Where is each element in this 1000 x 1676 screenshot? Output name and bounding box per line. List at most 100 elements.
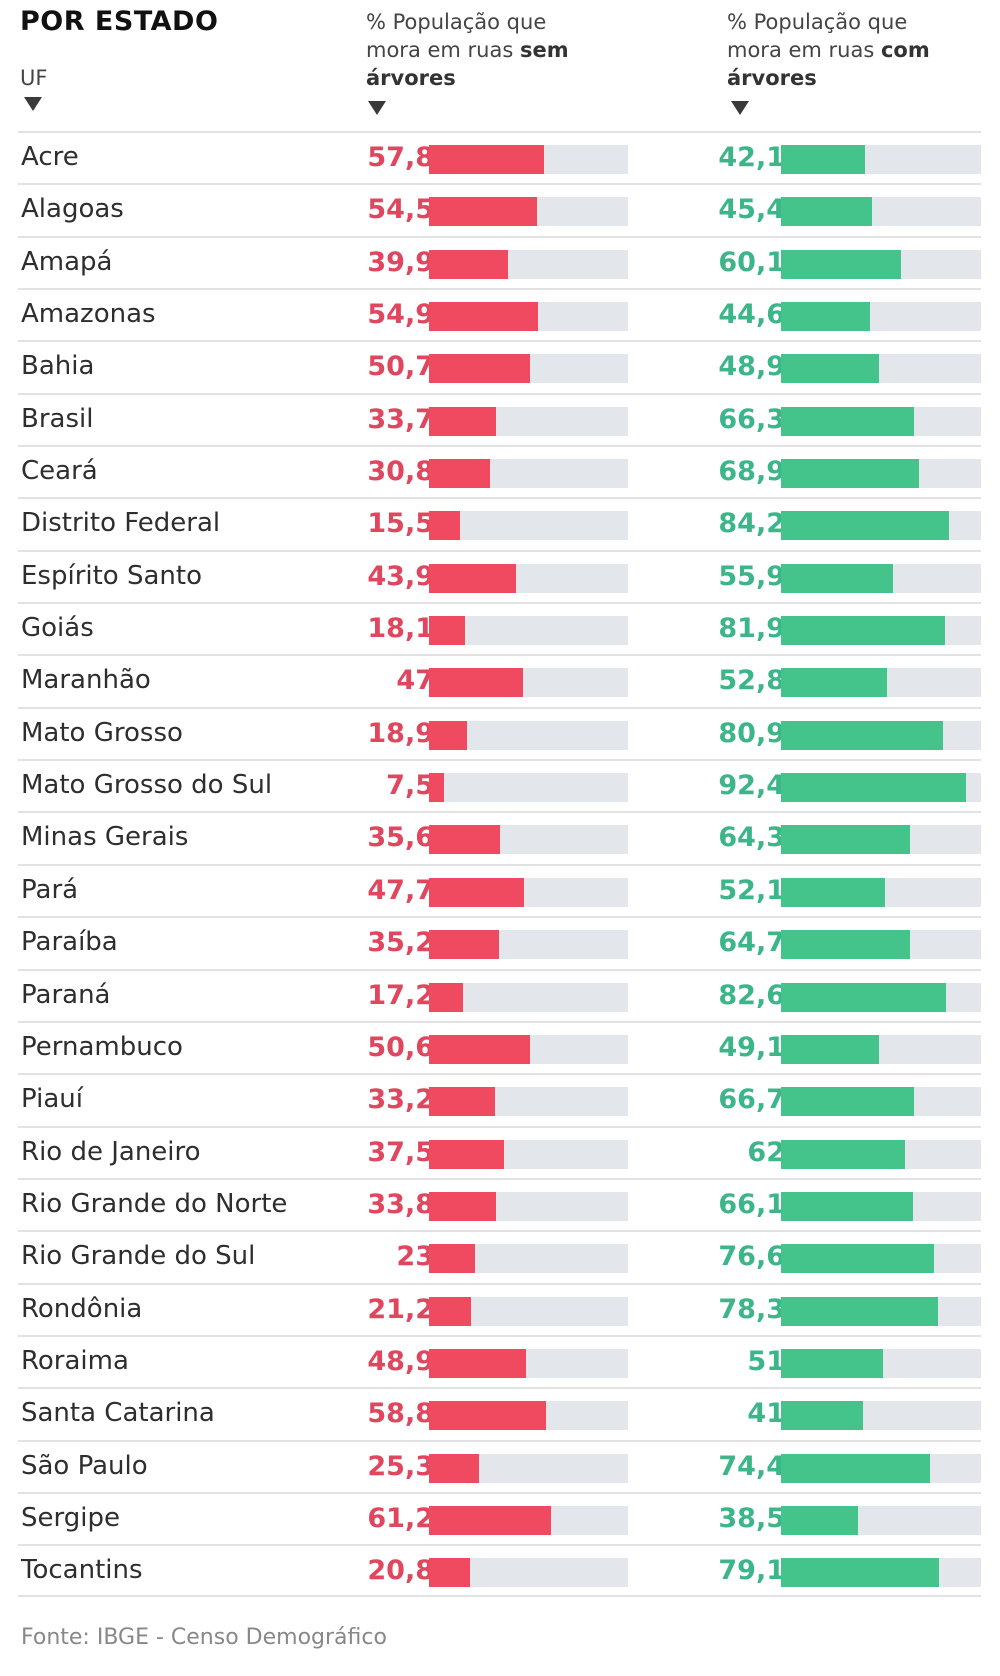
table-row: São Paulo 25,3 74,4	[18, 1439, 981, 1492]
sem-header-line2: mora em ruas	[366, 38, 520, 62]
sem-arvores-bar	[429, 511, 460, 541]
sem-arvores-bar-track	[429, 1296, 628, 1326]
sem-arvores-value-label: 61,2	[367, 1502, 434, 1534]
sem-arvores-bar	[429, 930, 500, 960]
table-row: Rio Grande do Sul 23 76,6	[18, 1230, 981, 1282]
state-name: Rondônia	[21, 1293, 143, 1324]
sem-arvores-bar-track	[429, 1191, 628, 1221]
com-arvores-bar	[781, 406, 914, 436]
com-arvores-bar	[781, 563, 893, 593]
com-arvores-bar-track	[781, 1244, 981, 1274]
sem-arvores-bar-track	[429, 197, 628, 227]
sem-arvores-bar-track	[429, 1348, 628, 1378]
com-arvores-value-label: 60,1	[718, 246, 785, 278]
sem-arvores-bar	[429, 302, 539, 332]
sem-arvores-value-label: 21,2	[367, 1293, 434, 1325]
sem-arvores-value-label: 58,8	[367, 1398, 434, 1430]
state-name: Rio de Janeiro	[21, 1136, 201, 1167]
com-arvores-value-label: 64,7	[718, 927, 785, 959]
com-arvores-bar-track	[781, 1034, 981, 1064]
table-row: Goiás 18,1 81,9	[18, 602, 981, 654]
sem-arvores-bar-track	[429, 930, 628, 960]
com-arvores-value-label: 84,2	[718, 508, 785, 540]
state-name: Acre	[21, 142, 79, 172]
com-arvores-bar-track	[781, 1139, 981, 1169]
sem-arvores-value-label: 39,9	[367, 246, 434, 278]
com-arvores-bar-track	[781, 773, 981, 803]
sem-arvores-value-label: 35,6	[367, 822, 434, 854]
state-name: Distrito Federal	[21, 508, 221, 539]
sem-arvores-value-label: 35,2	[367, 927, 434, 959]
com-arvores-bar	[781, 249, 902, 279]
table-row: Rio Grande do Norte 33,8 66,1	[18, 1177, 981, 1230]
table-row: Mato Grosso do Sul 7,5 92,4	[18, 759, 981, 811]
sem-arvores-value-label: 47,7	[367, 874, 434, 906]
com-arvores-value-label: 79,1	[718, 1555, 785, 1587]
table-row: Rondônia 21,2 78,3	[18, 1282, 981, 1335]
com-arvores-value-label: 44,6	[718, 299, 785, 331]
sem-arvores-value-label: 23	[396, 1241, 434, 1273]
com-arvores-value-label: 76,6	[718, 1241, 785, 1273]
state-name: Bahia	[21, 351, 95, 382]
com-arvores-value-label: 81,9	[718, 613, 785, 645]
com-header-line2: mora em ruas	[727, 38, 881, 62]
com-arvores-value-label: 92,4	[718, 770, 785, 802]
data-table: Acre 57,8 42,1 Alagoas 54,5 45,4 Amapá 39,9 60,1…	[18, 131, 981, 1597]
sem-arvores-value-label: 33,7	[367, 403, 434, 435]
com-arvores-bar-track	[781, 1191, 981, 1221]
sem-arvores-column-header: % População que mora em ruas sem árvores	[366, 8, 666, 92]
sem-arvores-bar	[429, 354, 530, 384]
com-arvores-bar	[781, 1244, 935, 1274]
com-arvores-bar	[781, 616, 945, 646]
sem-arvores-bar-track	[429, 354, 628, 384]
com-arvores-value-label: 66,7	[718, 1084, 785, 1116]
sem-arvores-bar	[429, 1034, 530, 1064]
sem-arvores-bar	[429, 1087, 496, 1117]
table-row: Brasil 33,7 66,3	[18, 392, 981, 445]
com-arvores-value-label: 49,1	[718, 1031, 785, 1063]
com-arvores-bar	[781, 930, 911, 960]
sem-arvores-bar-track	[429, 668, 628, 698]
com-arvores-value-label: 41	[747, 1398, 785, 1430]
com-arvores-bar-track	[781, 302, 981, 332]
sem-arvores-bar	[429, 668, 523, 698]
sem-arvores-bar	[429, 616, 466, 646]
table-row: Tocantins 20,8 79,1	[18, 1544, 981, 1597]
sem-arvores-value-label: 43,9	[367, 560, 434, 592]
table-row: Piauí 33,2 66,7	[18, 1073, 981, 1125]
sem-arvores-bar	[429, 982, 464, 1012]
state-name: Pará	[21, 874, 79, 905]
com-arvores-bar-track	[781, 563, 981, 593]
uf-column-header: UF	[20, 66, 48, 90]
com-header-bold: com	[880, 38, 930, 62]
state-name: Amazonas	[21, 299, 156, 330]
sem-arvores-bar-track	[429, 1401, 628, 1431]
com-arvores-bar	[781, 1453, 930, 1483]
table-row: Paraná 17,2 82,6	[18, 968, 981, 1021]
sem-arvores-bar-track	[429, 773, 628, 803]
sort-arrow-sem-icon[interactable]	[368, 101, 386, 115]
com-arvores-bar	[781, 1558, 940, 1588]
com-arvores-bar-track	[781, 249, 981, 279]
sort-arrow-com-icon[interactable]	[731, 101, 749, 115]
com-arvores-bar	[781, 197, 872, 227]
table-row: Sergipe 61,2 38,5	[18, 1491, 981, 1544]
state-name: Santa Catarina	[21, 1398, 215, 1429]
table-row: Pará 47,7 52,1	[18, 863, 981, 916]
table-row: Alagoas 54,5 45,4	[18, 183, 981, 235]
sort-arrow-uf-icon[interactable]	[24, 97, 42, 111]
sem-arvores-bar-track	[429, 249, 628, 279]
sem-arvores-bar-track	[429, 1244, 628, 1274]
com-header-line3: árvores	[727, 66, 817, 90]
table-row: Santa Catarina 58,8 41	[18, 1387, 981, 1439]
sem-arvores-value-label: 50,6	[367, 1031, 434, 1063]
com-arvores-bar-track	[781, 668, 981, 698]
sem-arvores-bar	[429, 1558, 471, 1588]
sem-arvores-bar-track	[429, 1505, 628, 1535]
sem-arvores-value-label: 50,7	[367, 351, 434, 383]
state-name: Minas Gerais	[21, 822, 189, 853]
sem-arvores-value-label: 20,8	[367, 1555, 434, 1587]
state-name: Paraná	[21, 979, 111, 1010]
state-name: Sergipe	[21, 1502, 120, 1533]
com-arvores-value-label: 51	[747, 1345, 785, 1377]
